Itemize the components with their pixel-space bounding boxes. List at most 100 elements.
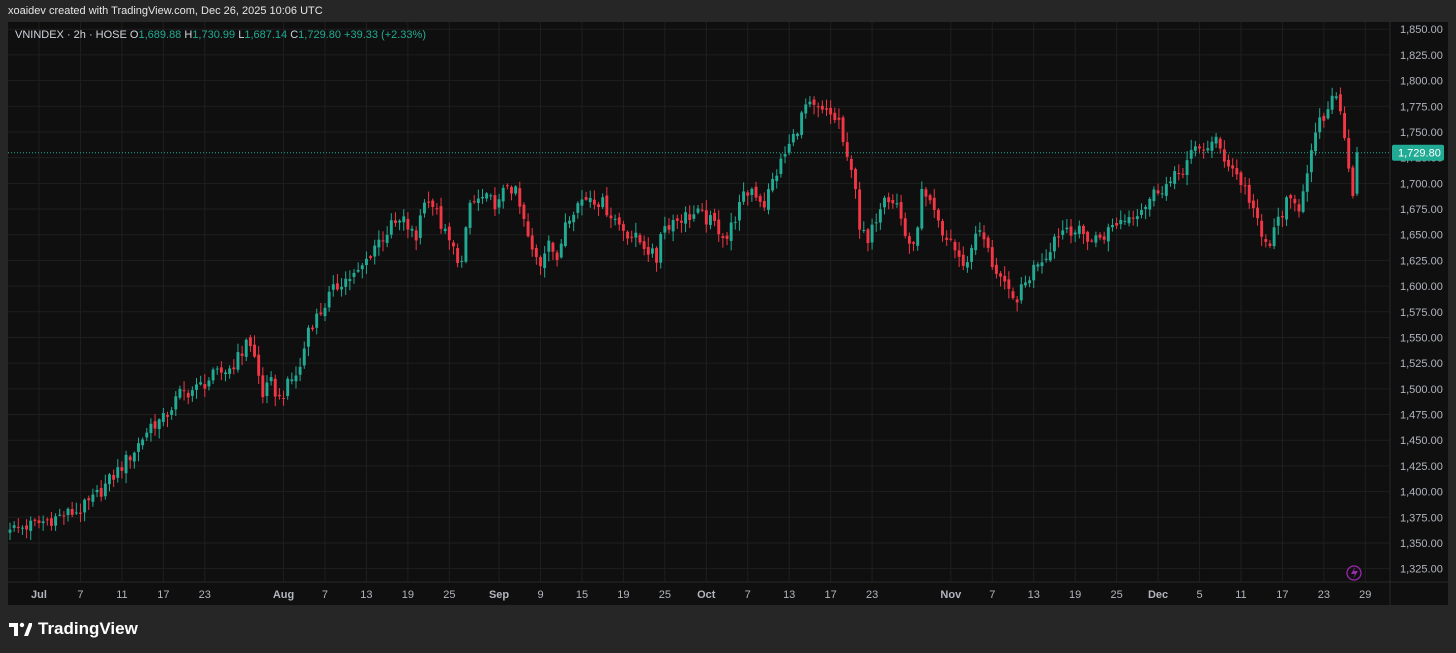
candle-body[interactable] xyxy=(1322,115,1326,121)
candle-body[interactable] xyxy=(1073,232,1077,235)
candle-body[interactable] xyxy=(1210,141,1214,151)
candle-body[interactable] xyxy=(236,352,240,370)
candle-body[interactable] xyxy=(874,222,878,224)
candle-body[interactable] xyxy=(1235,168,1239,175)
candle-body[interactable] xyxy=(315,313,319,328)
candle-body[interactable] xyxy=(1061,230,1065,236)
candle-body[interactable] xyxy=(1015,299,1019,303)
candle-body[interactable] xyxy=(928,195,932,201)
candle-body[interactable] xyxy=(754,186,758,198)
candle-body[interactable] xyxy=(750,188,754,195)
candle-body[interactable] xyxy=(1119,219,1123,225)
candle-body[interactable] xyxy=(348,279,352,282)
candle-body[interactable] xyxy=(679,220,683,223)
candle-body[interactable] xyxy=(25,525,29,530)
candle-body[interactable] xyxy=(812,99,816,105)
candle-body[interactable] xyxy=(1268,243,1272,246)
candle-body[interactable] xyxy=(650,248,654,254)
candle-body[interactable] xyxy=(912,242,915,244)
candle-body[interactable] xyxy=(559,243,563,258)
candle-body[interactable] xyxy=(891,199,895,204)
candle-body[interactable] xyxy=(1305,173,1309,192)
candle-body[interactable] xyxy=(344,278,348,287)
candle-body[interactable] xyxy=(418,215,422,238)
candle-body[interactable] xyxy=(145,432,149,438)
candle-body[interactable] xyxy=(464,227,468,262)
candle-body[interactable] xyxy=(1347,137,1351,169)
candle-body[interactable] xyxy=(481,197,484,199)
candle-body[interactable] xyxy=(306,327,310,347)
candle-body[interactable] xyxy=(335,283,339,290)
candle-body[interactable] xyxy=(137,443,140,452)
candle-body[interactable] xyxy=(1189,150,1193,159)
candle-body[interactable] xyxy=(783,154,787,157)
candle-body[interactable] xyxy=(659,234,663,263)
candle-body[interactable] xyxy=(505,185,509,187)
candle-body[interactable] xyxy=(1334,96,1338,99)
candle-body[interactable] xyxy=(224,372,227,375)
candle-body[interactable] xyxy=(551,242,555,252)
candle-body[interactable] xyxy=(733,221,737,223)
candle-body[interactable] xyxy=(439,206,443,229)
candle-body[interactable] xyxy=(895,203,899,205)
candle-body[interactable] xyxy=(696,208,700,213)
candle-body[interactable] xyxy=(1144,207,1148,210)
chart-pane[interactable]: 1,850.00 1,825.00 1,800.00 1,775.00 1,750.00… xyxy=(8,22,1448,605)
candle-body[interactable] xyxy=(1036,264,1040,267)
candle-body[interactable] xyxy=(1314,132,1318,152)
candle-body[interactable] xyxy=(1123,220,1127,222)
candle-body[interactable] xyxy=(829,107,833,115)
candle-body[interactable] xyxy=(1111,224,1114,228)
candle-body[interactable] xyxy=(621,224,625,231)
candle-body[interactable] xyxy=(166,414,169,417)
candle-body[interactable] xyxy=(957,250,961,257)
candle-body[interactable] xyxy=(1173,171,1177,184)
candle-body[interactable] xyxy=(1326,109,1330,119)
candle-body[interactable] xyxy=(1276,216,1280,226)
candle-body[interactable] xyxy=(58,514,62,516)
candle-body[interactable] xyxy=(642,241,646,249)
candle-body[interactable] xyxy=(1239,172,1243,186)
candle-body[interactable] xyxy=(580,199,584,206)
candle-body[interactable] xyxy=(116,467,120,478)
candle-body[interactable] xyxy=(887,197,891,203)
candle-body[interactable] xyxy=(240,353,244,356)
candle-body[interactable] xyxy=(286,378,290,396)
candle-body[interactable] xyxy=(161,413,165,422)
candle-body[interactable] xyxy=(858,189,862,230)
candle-body[interactable] xyxy=(54,516,58,526)
candle-body[interactable] xyxy=(1177,172,1181,174)
candle-body[interactable] xyxy=(1181,173,1185,175)
candle-body[interactable] xyxy=(369,256,373,259)
candle-body[interactable] xyxy=(1086,231,1090,242)
candle-body[interactable] xyxy=(190,390,194,396)
candle-body[interactable] xyxy=(671,220,675,232)
candle-body[interactable] xyxy=(924,189,928,197)
candle-body[interactable] xyxy=(141,439,145,446)
candle-body[interactable] xyxy=(485,193,489,199)
candle-body[interactable] xyxy=(592,199,596,205)
candle-body[interactable] xyxy=(311,327,315,330)
candle-body[interactable] xyxy=(1202,149,1206,151)
candle-body[interactable] xyxy=(522,204,526,220)
candle-body[interactable] xyxy=(1023,282,1027,286)
candle-body[interactable] xyxy=(1098,234,1102,238)
candle-body[interactable] xyxy=(862,229,866,231)
candle-body[interactable] xyxy=(447,226,451,241)
candle-body[interactable] xyxy=(497,199,501,208)
candle-body[interactable] xyxy=(978,230,982,232)
candle-body[interactable] xyxy=(941,221,944,236)
candle-body[interactable] xyxy=(195,384,198,390)
candle-body[interactable] xyxy=(207,380,211,387)
candle-body[interactable] xyxy=(103,483,107,497)
candle-body[interactable] xyxy=(1140,210,1143,215)
candle-body[interactable] xyxy=(1330,95,1334,110)
candle-body[interactable] xyxy=(74,512,78,514)
candle-body[interactable] xyxy=(1057,236,1061,238)
candle-body[interactable] xyxy=(804,104,808,114)
candle-body[interactable] xyxy=(613,218,617,220)
candle-body[interactable] xyxy=(1127,217,1131,224)
candle-body[interactable] xyxy=(157,419,161,430)
candle-body[interactable] xyxy=(738,202,741,221)
candle-body[interactable] xyxy=(514,186,518,194)
